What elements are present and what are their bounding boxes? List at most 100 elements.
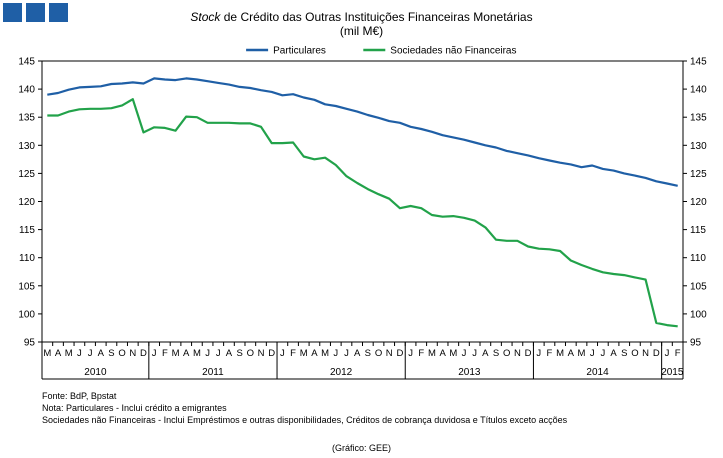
x-month-label: A [568,348,575,359]
series-line [47,98,678,328]
x-month-label: J [665,348,670,359]
y-tick-label-right: 145 [690,57,707,68]
y-tick-label-left: 95 [24,338,36,349]
x-month-label: D [396,348,403,359]
x-month-label: M [172,348,180,359]
y-tick-label-left: 145 [18,57,35,68]
y-tick-label-right: 125 [690,169,707,180]
y-tick-label-left: 130 [18,141,35,152]
x-month-label: A [610,348,617,359]
x-month-label: M [193,348,201,359]
x-month-label: S [621,348,627,359]
x-month-label: J [280,348,285,359]
brand-square [3,3,22,22]
x-year-label: 2013 [458,367,481,378]
note-line: Nota: Particulares - Inclui crédito a em… [42,403,227,413]
y-tick-label-left: 120 [18,197,35,208]
y-tick-label-right: 135 [690,113,707,124]
x-month-label: O [118,348,125,359]
x-month-label: A [55,348,62,359]
x-month-label: N [514,348,521,359]
y-tick-label-right: 140 [690,85,707,96]
x-month-label: J [216,348,221,359]
x-month-label: M [578,348,586,359]
x-month-label: S [493,348,499,359]
y-tick-label-left: 125 [18,169,35,180]
x-month-label: A [311,348,318,359]
x-month-label: N [386,348,393,359]
plot-area [41,60,684,343]
x-month-label: J [408,348,413,359]
legend-label: Particulares [273,46,326,57]
x-month-label: N [642,348,649,359]
x-month-label: J [205,348,210,359]
x-month-label: A [226,348,233,359]
x-month-label: F [675,348,681,359]
x-month-label: D [525,348,532,359]
y-tick-label-left: 135 [18,113,35,124]
x-year-label: 2010 [84,367,107,378]
brand-square [49,3,68,22]
x-year-label: 2011 [202,367,224,378]
x-month-label: J [601,348,606,359]
graphic-credit: (Gráfico: GEE) [331,443,391,453]
y-tick-label-right: 120 [690,197,707,208]
x-month-label: M [449,348,457,359]
brand-square [26,3,45,22]
x-month-label: D [140,348,147,359]
x-month-label: J [88,348,93,359]
x-month-label: O [631,348,638,359]
x-month-label: A [183,348,190,359]
x-month-label: F [418,348,424,359]
x-month-label: F [162,348,168,359]
chart-title: Stock de Crédito das Outras Instituições… [0,10,723,24]
y-tick-label-left: 140 [18,85,35,96]
x-month-label: F [547,348,553,359]
x-month-label: S [365,348,371,359]
chart-title-rest: de Crédito das Outras Instituições Finan… [220,10,533,24]
x-month-label: D [653,348,660,359]
chart-subtitle: (mil M€) [339,24,384,38]
x-month-label: N [258,348,265,359]
series-line [47,77,678,187]
x-month-label: O [503,348,510,359]
x-month-label: M [65,348,73,359]
y-tick-label-right: 115 [690,225,706,236]
y-tick-label-right: 95 [690,338,702,349]
x-month-label: D [268,348,275,359]
x-month-label: M [43,348,51,359]
x-month-label: A [354,348,361,359]
y-tick-label-right: 105 [690,281,707,292]
x-month-label: J [536,348,541,359]
source-line: Fonte: BdP, Bpstat [42,391,117,401]
x-month-label: A [482,348,489,359]
x-month-label: J [472,348,477,359]
x-month-label: S [236,348,242,359]
x-month-label: S [108,348,114,359]
x-month-label: F [290,348,296,359]
x-month-label: J [77,348,82,359]
x-month-label: M [300,348,308,359]
x-month-label: O [375,348,382,359]
brand-squares [3,3,68,22]
x-month-label: M [428,348,436,359]
x-month-label: N [129,348,136,359]
note-line-2: Sociedades não Financeiras - Inclui Empr… [42,415,568,425]
x-month-label: A [98,348,105,359]
x-month-label: O [247,348,254,359]
x-month-label: M [556,348,564,359]
chart-title-italic: Stock [190,10,221,24]
y-tick-label-left: 115 [19,225,35,236]
x-year-label: 2015 [661,367,684,378]
x-month-label: J [590,348,595,359]
x-year-label: 2014 [586,367,609,378]
y-tick-label-right: 100 [690,309,707,320]
x-month-label: J [152,348,157,359]
legend-label: Sociedades não Financeiras [390,46,516,57]
x-month-label: A [439,348,446,359]
y-tick-label-left: 110 [19,253,35,264]
x-month-label: J [333,348,338,359]
y-tick-label-right: 130 [690,141,707,152]
x-month-label: J [462,348,467,359]
